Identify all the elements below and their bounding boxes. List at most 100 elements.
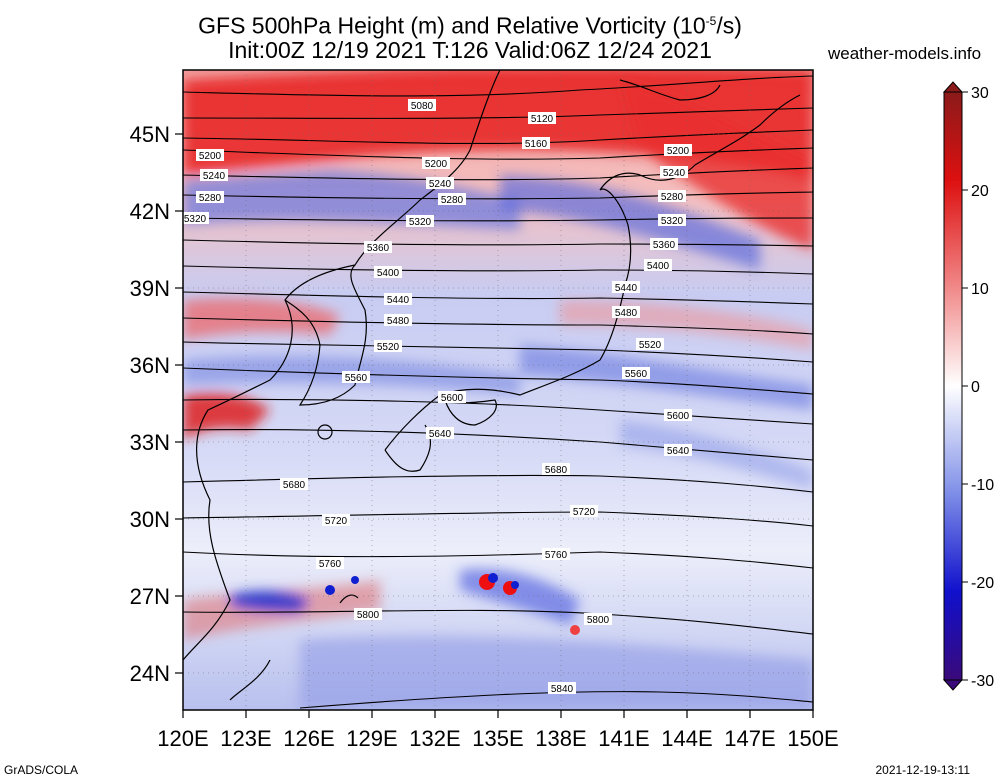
contour-label: 5240 [203, 171, 226, 182]
lat-tick-label: 30N [130, 507, 170, 532]
contour-label: 5480 [387, 316, 410, 327]
contour-label: 5560 [345, 373, 368, 384]
contour-label: 5560 [625, 369, 648, 380]
lon-tick-label: 141E [598, 726, 649, 751]
site-name: weather-models.info [828, 44, 982, 63]
contour-label-bg [660, 166, 688, 178]
lon-tick-label: 138E [535, 726, 586, 751]
contour-label-bg [612, 281, 640, 293]
lon-tick-label: 126E [283, 726, 334, 751]
lat-axis-labels: 24N 27N 30N 33N 36N 39N 42N 45N [130, 122, 170, 686]
contour-label-bg [644, 259, 672, 271]
contour-label-bg [664, 444, 692, 456]
contour-label: 5200 [199, 151, 222, 162]
contour-label: 5840 [551, 684, 574, 695]
contour-label: 5200 [667, 146, 690, 157]
lon-tick-label: 123E [220, 726, 271, 751]
contour-label-bg [426, 177, 454, 189]
contour-label: 5600 [667, 411, 690, 422]
contour-label: 5720 [325, 516, 348, 527]
lon-tick-label: 120E [157, 726, 208, 751]
contour-label-bg [280, 478, 308, 490]
lon-tick-label: 150E [787, 726, 838, 751]
contour-label: 5680 [545, 465, 568, 476]
footer-timestamp: 2021-12-19-13:11 [875, 763, 970, 777]
contour-label: 5240 [663, 168, 686, 179]
contour-label-bg [622, 367, 650, 379]
colorbar-label: 0 [971, 379, 980, 396]
colorbar-label: -20 [971, 575, 994, 592]
lat-tick-label: 42N [130, 199, 170, 224]
contour-label-bg [196, 191, 224, 203]
contour-label-bg [354, 608, 382, 620]
contour-label: 5320 [661, 216, 684, 227]
contour-label-bg [528, 112, 556, 124]
contour-label-bg [438, 193, 466, 205]
contour-label-bg [570, 505, 598, 517]
contour-label-bg [384, 293, 412, 305]
contour-label: 5320 [409, 217, 432, 228]
contour-label-bg [181, 212, 209, 224]
contour-label: 5600 [441, 393, 464, 404]
contour-label-bg [664, 144, 692, 156]
contour-label: 5280 [199, 193, 222, 204]
contour-label: 5400 [377, 268, 400, 279]
lon-axis-labels: 120E 123E 126E 129E 132E 135E 138E 141E … [157, 726, 838, 751]
contour-label: 5760 [319, 559, 342, 570]
contour-label: 5400 [647, 261, 670, 272]
colorbar-label: -10 [971, 477, 994, 494]
contour-label: 5240 [429, 179, 452, 190]
colorbar-label: -30 [971, 673, 994, 690]
lat-tick-label: 36N [130, 353, 170, 378]
contour-label: 5720 [573, 507, 596, 518]
contour-label: 5200 [425, 159, 448, 170]
contour-label: 5640 [667, 446, 690, 457]
colorbar-label: 30 [971, 85, 989, 102]
contour-label-bg [200, 169, 228, 181]
contour-label: 5440 [387, 295, 410, 306]
contour-label-bg [658, 214, 686, 226]
contour-label: 5080 [411, 101, 434, 112]
contour-label-bg [584, 613, 612, 625]
contour-label-bg [612, 306, 640, 318]
contour-label-bg [374, 340, 402, 352]
contour-label: 5120 [531, 114, 554, 125]
lat-tick-label: 45N [130, 122, 170, 147]
contour-label-bg [650, 238, 678, 250]
contour-label-bg [316, 557, 344, 569]
footer-credit: GrADS/COLA [4, 763, 79, 777]
lat-tick-label: 39N [130, 276, 170, 301]
contour-label: 5160 [525, 139, 548, 150]
contour-label-bg [438, 391, 466, 403]
contour-label: 5800 [587, 615, 610, 626]
contour-label-bg [422, 157, 450, 169]
contour-label-bg [408, 99, 436, 111]
lon-tick-label: 144E [661, 726, 712, 751]
contour-label: 5280 [661, 192, 684, 203]
contour-label: 5440 [615, 283, 638, 294]
contour-label-bg [542, 463, 570, 475]
lon-tick-label: 132E [409, 726, 460, 751]
contour-label-bg [322, 514, 350, 526]
contour-labels: 5080 5120 5160 5200 5200 5200 5240 5240 5240 5280… [181, 99, 692, 695]
chart-title: GFS 500hPa Height (m) and Relative Vorti… [198, 12, 742, 39]
contour-label: 5800 [357, 610, 380, 621]
contour-label-bg [542, 548, 570, 560]
lon-tick-label: 147E [724, 726, 775, 751]
contour-label: 5320 [184, 214, 207, 225]
contour-label: 5680 [283, 480, 306, 491]
contour-label-bg [426, 427, 454, 439]
contour-label-bg [548, 682, 576, 694]
lat-tick-label: 24N [130, 661, 170, 686]
contour-label: 5640 [429, 429, 452, 440]
contour-label: 5520 [377, 342, 400, 353]
chart-subtitle: Init:00Z 12/19 2021 T:126 Valid:06Z 12/2… [228, 37, 712, 63]
lon-tick-label: 129E [346, 726, 397, 751]
contour-label-bg [342, 371, 370, 383]
height-contours [183, 75, 813, 709]
lat-tick-label: 33N [130, 430, 170, 455]
contour-label-bg [364, 241, 392, 253]
contour-label: 5360 [367, 243, 390, 254]
contour-label-bg [522, 137, 550, 149]
contour-label-bg [374, 266, 402, 278]
